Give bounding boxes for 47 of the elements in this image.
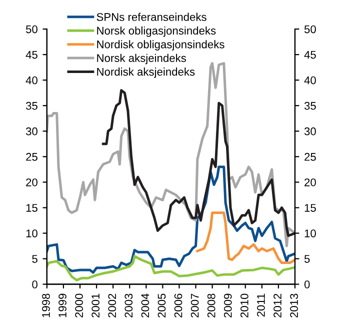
x-tick-label: 1998 [42,294,50,318]
y2-tick-label: 40 [304,76,316,84]
x-tick-label: 2009 [224,294,232,318]
x-tick-label: 2008 [207,294,216,318]
x-tick-label: 2006 [174,294,182,318]
y2-tick-label: 5 [304,255,310,263]
y2-tick-label: 15 [304,204,316,212]
y-tick-label: 30 [26,127,38,136]
y2-tick-label: 45 [304,50,316,59]
x-tick-label: 2007 [190,294,199,318]
y2-tick-label: 50 [304,25,316,34]
y-tick-label: 10 [26,229,38,238]
y2-tick-label: 0 [304,280,310,288]
legend-label: Nordisk aksjeindeks [97,68,195,78]
y-tick-label: 5 [32,255,38,263]
x-tick-label: 2011 [257,294,265,317]
line-series [196,212,295,264]
y-tick-label: 45 [26,50,38,59]
y2-tick-label: 30 [304,127,316,136]
line-series [46,166,295,274]
y-tick-label: 50 [26,25,38,34]
y-tick-label: 20 [26,178,38,186]
y2-tick-label: 35 [304,102,316,110]
legend-label: Nordisk obligasjonsindeks [97,40,224,51]
y-tick-label: 15 [26,204,38,212]
y2-tick-label: 25 [304,152,316,161]
x-tick-label: 2010 [240,294,248,318]
line-series [102,89,295,238]
x-tick-label: 2004 [141,294,150,318]
y-tick-label: 40 [26,76,38,84]
legend-label: Norsk aksjeindeks [97,54,186,64]
y2-tick-label: 20 [304,178,316,186]
x-tick-label: 2001 [92,294,100,318]
legend-label: SPNs referanseindeks [96,12,206,21]
y-tick-label: 25 [26,152,38,161]
x-tick-label: 2000 [75,294,83,318]
legend-label: Norsk obligasjonsindeks [97,26,216,37]
line-series [46,254,295,282]
y-tick-label: 0 [32,280,38,288]
x-tick-label: 2003 [124,294,133,318]
x-tick-label: 2002 [108,294,116,318]
x-tick-label: 2013 [290,294,298,318]
x-tick-label: 2005 [158,294,166,318]
y-tick-label: 35 [26,102,38,110]
x-tick-label: 2012 [274,294,282,318]
x-tick-label: 1999 [58,294,66,318]
y2-tick-label: 10 [304,229,316,238]
